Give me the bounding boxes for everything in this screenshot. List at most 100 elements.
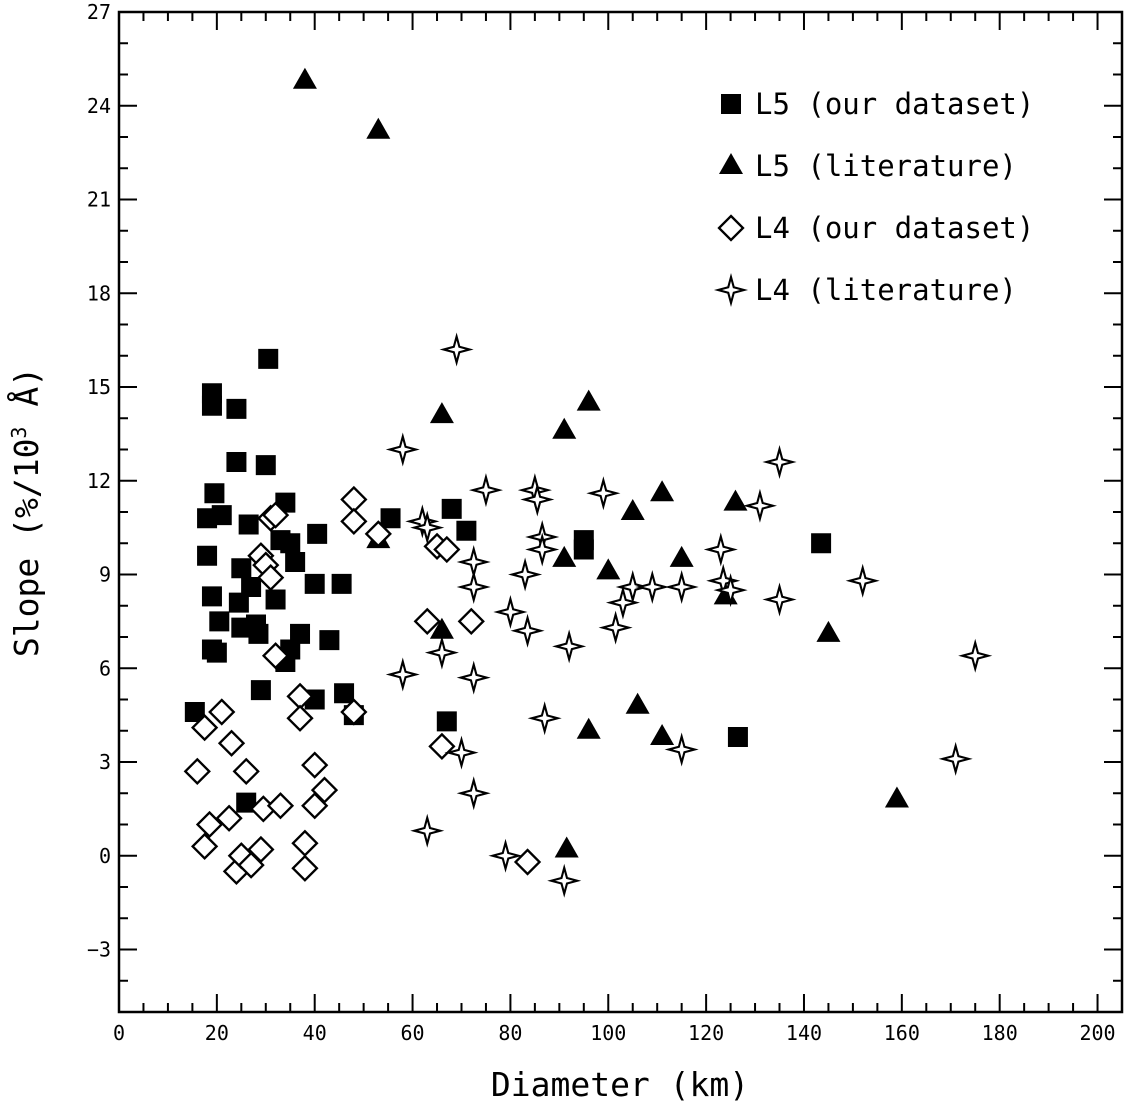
x-axis-label: Diameter (km) — [491, 1065, 749, 1104]
point-l4-literature — [762, 582, 797, 617]
y-tick-label: 18 — [87, 281, 111, 305]
point-l5-our-dataset — [811, 533, 832, 554]
legend-label: L5 (our dataset) — [755, 87, 1034, 121]
point-l4-our-dataset — [261, 501, 290, 529]
point-l4-literature — [552, 629, 587, 664]
x-tick-label: 200 — [1079, 1021, 1115, 1045]
x-tick-label: 180 — [982, 1021, 1018, 1045]
point-l5-our-dataset — [241, 577, 262, 597]
axis-ticks — [118, 11, 1123, 1013]
x-tick-label: 60 — [401, 1021, 425, 1045]
point-l4-our-dataset — [257, 563, 285, 592]
point-l5-literature — [366, 117, 391, 139]
point-l4-literature — [938, 741, 973, 776]
point-l4-our-dataset — [340, 507, 368, 536]
point-l5-our-dataset — [204, 483, 225, 504]
point-l5-our-dataset — [334, 683, 355, 704]
axis-tick-labels: 0 20 40 60 80 100 120 140 160 180 200 −3 0 3 6 9 12 15 18 2… — [87, 0, 1116, 1045]
point-l5-our-dataset — [226, 452, 247, 472]
point-l5-our-dataset — [248, 623, 269, 644]
point-l4-literature — [424, 635, 459, 670]
point-l5-our-dataset — [380, 508, 401, 529]
point-l4-literature — [493, 594, 528, 630]
point-l5-our-dataset — [250, 680, 271, 701]
legend-marker — [721, 94, 741, 114]
legend-marker — [719, 152, 743, 174]
point-l4-literature — [958, 638, 993, 673]
point-l5-our-dataset — [211, 505, 232, 526]
legend-label: L5 (literature) — [755, 149, 1017, 183]
point-l4-literature — [586, 476, 621, 511]
point-l4-literature — [703, 532, 738, 567]
point-l4-our-dataset — [208, 698, 236, 726]
y-tick-label: 15 — [87, 375, 111, 399]
point-l4-literature — [664, 569, 699, 605]
legend-marker — [717, 214, 745, 242]
series-l5-our-dataset — [184, 348, 832, 813]
point-l5-our-dataset — [727, 727, 748, 747]
point-l4-literature — [845, 563, 880, 598]
point-l4-our-dataset — [457, 607, 485, 636]
point-l4-literature — [385, 657, 420, 692]
y-tick-label: 0 — [99, 844, 111, 868]
point-l4-our-dataset — [215, 804, 243, 832]
point-l5-our-dataset — [436, 711, 457, 732]
x-tick-label: 40 — [303, 1021, 327, 1045]
point-l4-literature — [713, 573, 748, 608]
point-l4-literature — [520, 482, 555, 517]
point-l4-our-dataset — [433, 535, 461, 564]
point-l4-our-dataset — [291, 854, 319, 882]
point-l4-our-dataset — [190, 832, 219, 861]
point-l4-literature — [664, 732, 699, 767]
x-tick-label: 0 — [113, 1021, 125, 1045]
point-l5-literature — [292, 67, 317, 89]
point-l4-literature — [598, 610, 633, 645]
point-l4-our-dataset — [310, 776, 339, 804]
point-l5-our-dataset — [304, 573, 325, 594]
point-l5-our-dataset — [238, 514, 259, 535]
point-l4-literature — [547, 863, 582, 898]
point-l4-our-dataset — [301, 751, 329, 779]
point-l5-our-dataset — [209, 611, 230, 632]
series-l5-literature — [292, 67, 909, 858]
point-l4-our-dataset — [261, 642, 290, 670]
y-axis-label-sup: 3 — [7, 427, 31, 439]
y-tick-label: 21 — [87, 188, 111, 212]
point-l5-literature — [816, 620, 841, 642]
point-l4-literature — [525, 532, 560, 567]
point-l4-literature — [527, 701, 562, 736]
point-l5-literature — [552, 545, 577, 567]
point-l4-our-dataset — [232, 757, 260, 786]
point-l4-literature — [385, 432, 420, 467]
point-l5-our-dataset — [265, 589, 286, 610]
point-l4-our-dataset — [286, 704, 314, 732]
point-l5-our-dataset — [184, 702, 205, 722]
y-tick-label: 27 — [87, 0, 111, 24]
point-l4-literature — [635, 569, 670, 605]
point-l4-literature — [468, 473, 503, 508]
point-l5-our-dataset — [201, 395, 222, 416]
y-tick-label: 24 — [87, 94, 111, 118]
point-l4-literature — [456, 660, 491, 695]
point-l5-our-dataset — [255, 455, 276, 476]
point-l4-literature — [439, 332, 474, 367]
point-l5-literature — [576, 717, 601, 739]
point-l5-our-dataset — [231, 558, 252, 579]
point-l4-our-dataset — [513, 848, 542, 876]
y-axis-label: Slope (%/103 Å) — [6, 367, 46, 657]
point-l4-literature — [444, 735, 479, 770]
legend: L5 (our dataset) L5 (literature) L4 (our d… — [713, 87, 1034, 308]
point-l4-our-dataset — [247, 835, 275, 864]
point-l4-literature — [508, 557, 543, 592]
point-l5-our-dataset — [280, 533, 301, 554]
point-l5-literature — [429, 617, 454, 639]
point-l5-our-dataset — [226, 398, 247, 419]
point-l5-literature — [884, 786, 909, 808]
point-l4-literature — [605, 585, 640, 620]
point-l4-literature — [456, 776, 491, 811]
point-l5-our-dataset — [319, 630, 340, 651]
point-l5-our-dataset — [228, 592, 249, 613]
point-l4-literature — [410, 813, 445, 848]
point-l4-our-dataset — [428, 732, 456, 761]
